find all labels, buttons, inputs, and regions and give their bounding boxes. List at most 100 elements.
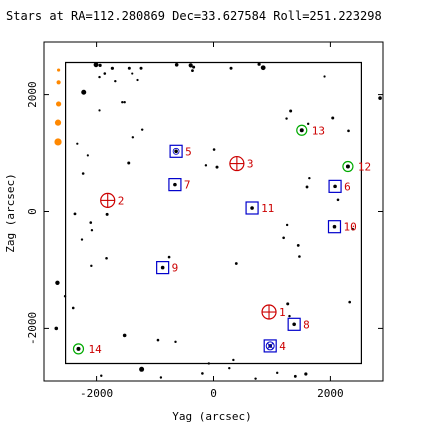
guide-star-point — [174, 149, 178, 154]
ext-star-point — [56, 80, 61, 85]
star-point — [81, 172, 85, 175]
star-point — [304, 372, 308, 376]
guide-star-box — [156, 261, 170, 275]
guide-star-label: 9 — [172, 262, 179, 275]
y-tick-label: 0 — [26, 208, 39, 215]
guide-star-point — [173, 182, 177, 187]
guide-star-box — [328, 179, 342, 193]
mon-window-circle — [342, 160, 354, 173]
star-point — [63, 295, 67, 298]
guide-star-label: 11 — [261, 202, 274, 215]
star-point — [127, 66, 131, 70]
star-point — [254, 377, 257, 380]
star-point — [89, 221, 93, 224]
guide-star-5-ring — [172, 147, 180, 155]
star-point — [121, 101, 124, 104]
star-point — [305, 185, 309, 189]
mon-window-star — [299, 128, 304, 133]
star-point — [71, 306, 75, 310]
star-point — [285, 117, 288, 120]
guide-star-point — [333, 184, 337, 189]
guide-star-4-cross-b — [266, 342, 274, 350]
fid-light-label: 1 — [279, 306, 286, 319]
star-point — [232, 358, 235, 362]
star-point — [215, 165, 219, 169]
star-point — [105, 256, 108, 260]
star-point — [100, 374, 103, 377]
field-boundary — [64, 61, 362, 365]
star-point — [174, 340, 177, 344]
guide-star-point — [160, 265, 165, 270]
star-point — [348, 300, 351, 304]
star-point — [73, 212, 77, 216]
star-point — [331, 116, 335, 120]
star-point — [159, 376, 163, 379]
star-point — [298, 255, 301, 258]
star-point — [140, 128, 144, 131]
star-point — [282, 236, 285, 240]
fid-light-label: 3 — [247, 158, 254, 171]
star-point — [174, 62, 179, 67]
guide-star-label: 6 — [344, 180, 351, 193]
y-axis-title: Zag (arcsec) — [4, 173, 17, 252]
star-point — [76, 142, 79, 145]
mon-window-circle — [72, 343, 85, 355]
guide-star-label: 7 — [184, 179, 191, 192]
star-point — [139, 366, 145, 372]
star-point — [98, 75, 101, 79]
mon-window-label: 14 — [88, 343, 102, 356]
ext-star-point — [56, 101, 62, 107]
star-point — [55, 280, 60, 286]
star-point — [351, 227, 354, 231]
star-point — [127, 161, 131, 165]
x-tick-label: -2000 — [80, 387, 113, 400]
star-point — [276, 371, 279, 375]
star-point — [188, 63, 193, 68]
star-point — [103, 72, 107, 75]
star-point — [347, 129, 350, 133]
star-point — [212, 148, 216, 151]
ext-star-point — [57, 68, 61, 72]
external-stars — [54, 68, 62, 146]
star-point — [156, 338, 160, 342]
guide-star-point — [332, 224, 337, 229]
monitor-windows: 13 1 2 14 — [72, 124, 371, 356]
guide-star-point — [250, 206, 254, 210]
guide-star-box — [168, 178, 182, 192]
mon-window-label: 13 — [312, 124, 325, 137]
star-point — [288, 314, 291, 318]
y-tick-label: 2000 — [26, 81, 39, 108]
star-point — [90, 264, 93, 268]
chart-title: Stars at RA=112.280869 Dec=33.627584 Rol… — [6, 9, 382, 23]
star-point — [123, 101, 126, 104]
star-point — [257, 62, 261, 66]
guide-star-label: 5 — [185, 145, 192, 158]
guide-star-label: 4 — [279, 340, 286, 353]
guide-star-label: 10 — [343, 221, 356, 234]
guide-star-box — [245, 201, 259, 215]
star-point — [204, 164, 208, 167]
guide-star-label: 8 — [303, 318, 310, 331]
star-point — [229, 66, 233, 70]
star-point — [308, 176, 311, 180]
star-point — [293, 374, 297, 378]
star-point — [110, 66, 114, 70]
star-point — [296, 244, 300, 247]
guide-star-box — [169, 144, 183, 158]
x-tick-label: 0 — [210, 387, 217, 400]
star-point — [114, 79, 117, 83]
fiducial-lights: 1 2 3 — [100, 155, 286, 320]
guide-star-box — [287, 317, 301, 331]
guide-star-box — [327, 220, 342, 234]
fid-light-label: 2 — [118, 194, 125, 207]
star-point — [289, 109, 293, 113]
ext-star-point — [54, 119, 62, 126]
axes-frame — [43, 41, 384, 382]
mon-window-star — [76, 346, 81, 351]
guide-star-4-ring — [265, 341, 275, 351]
star-point — [139, 66, 143, 70]
star-point — [122, 333, 127, 338]
star-point — [234, 262, 238, 265]
guide-stars: 8 4 5 7 11 9 6 10 — [156, 144, 357, 353]
